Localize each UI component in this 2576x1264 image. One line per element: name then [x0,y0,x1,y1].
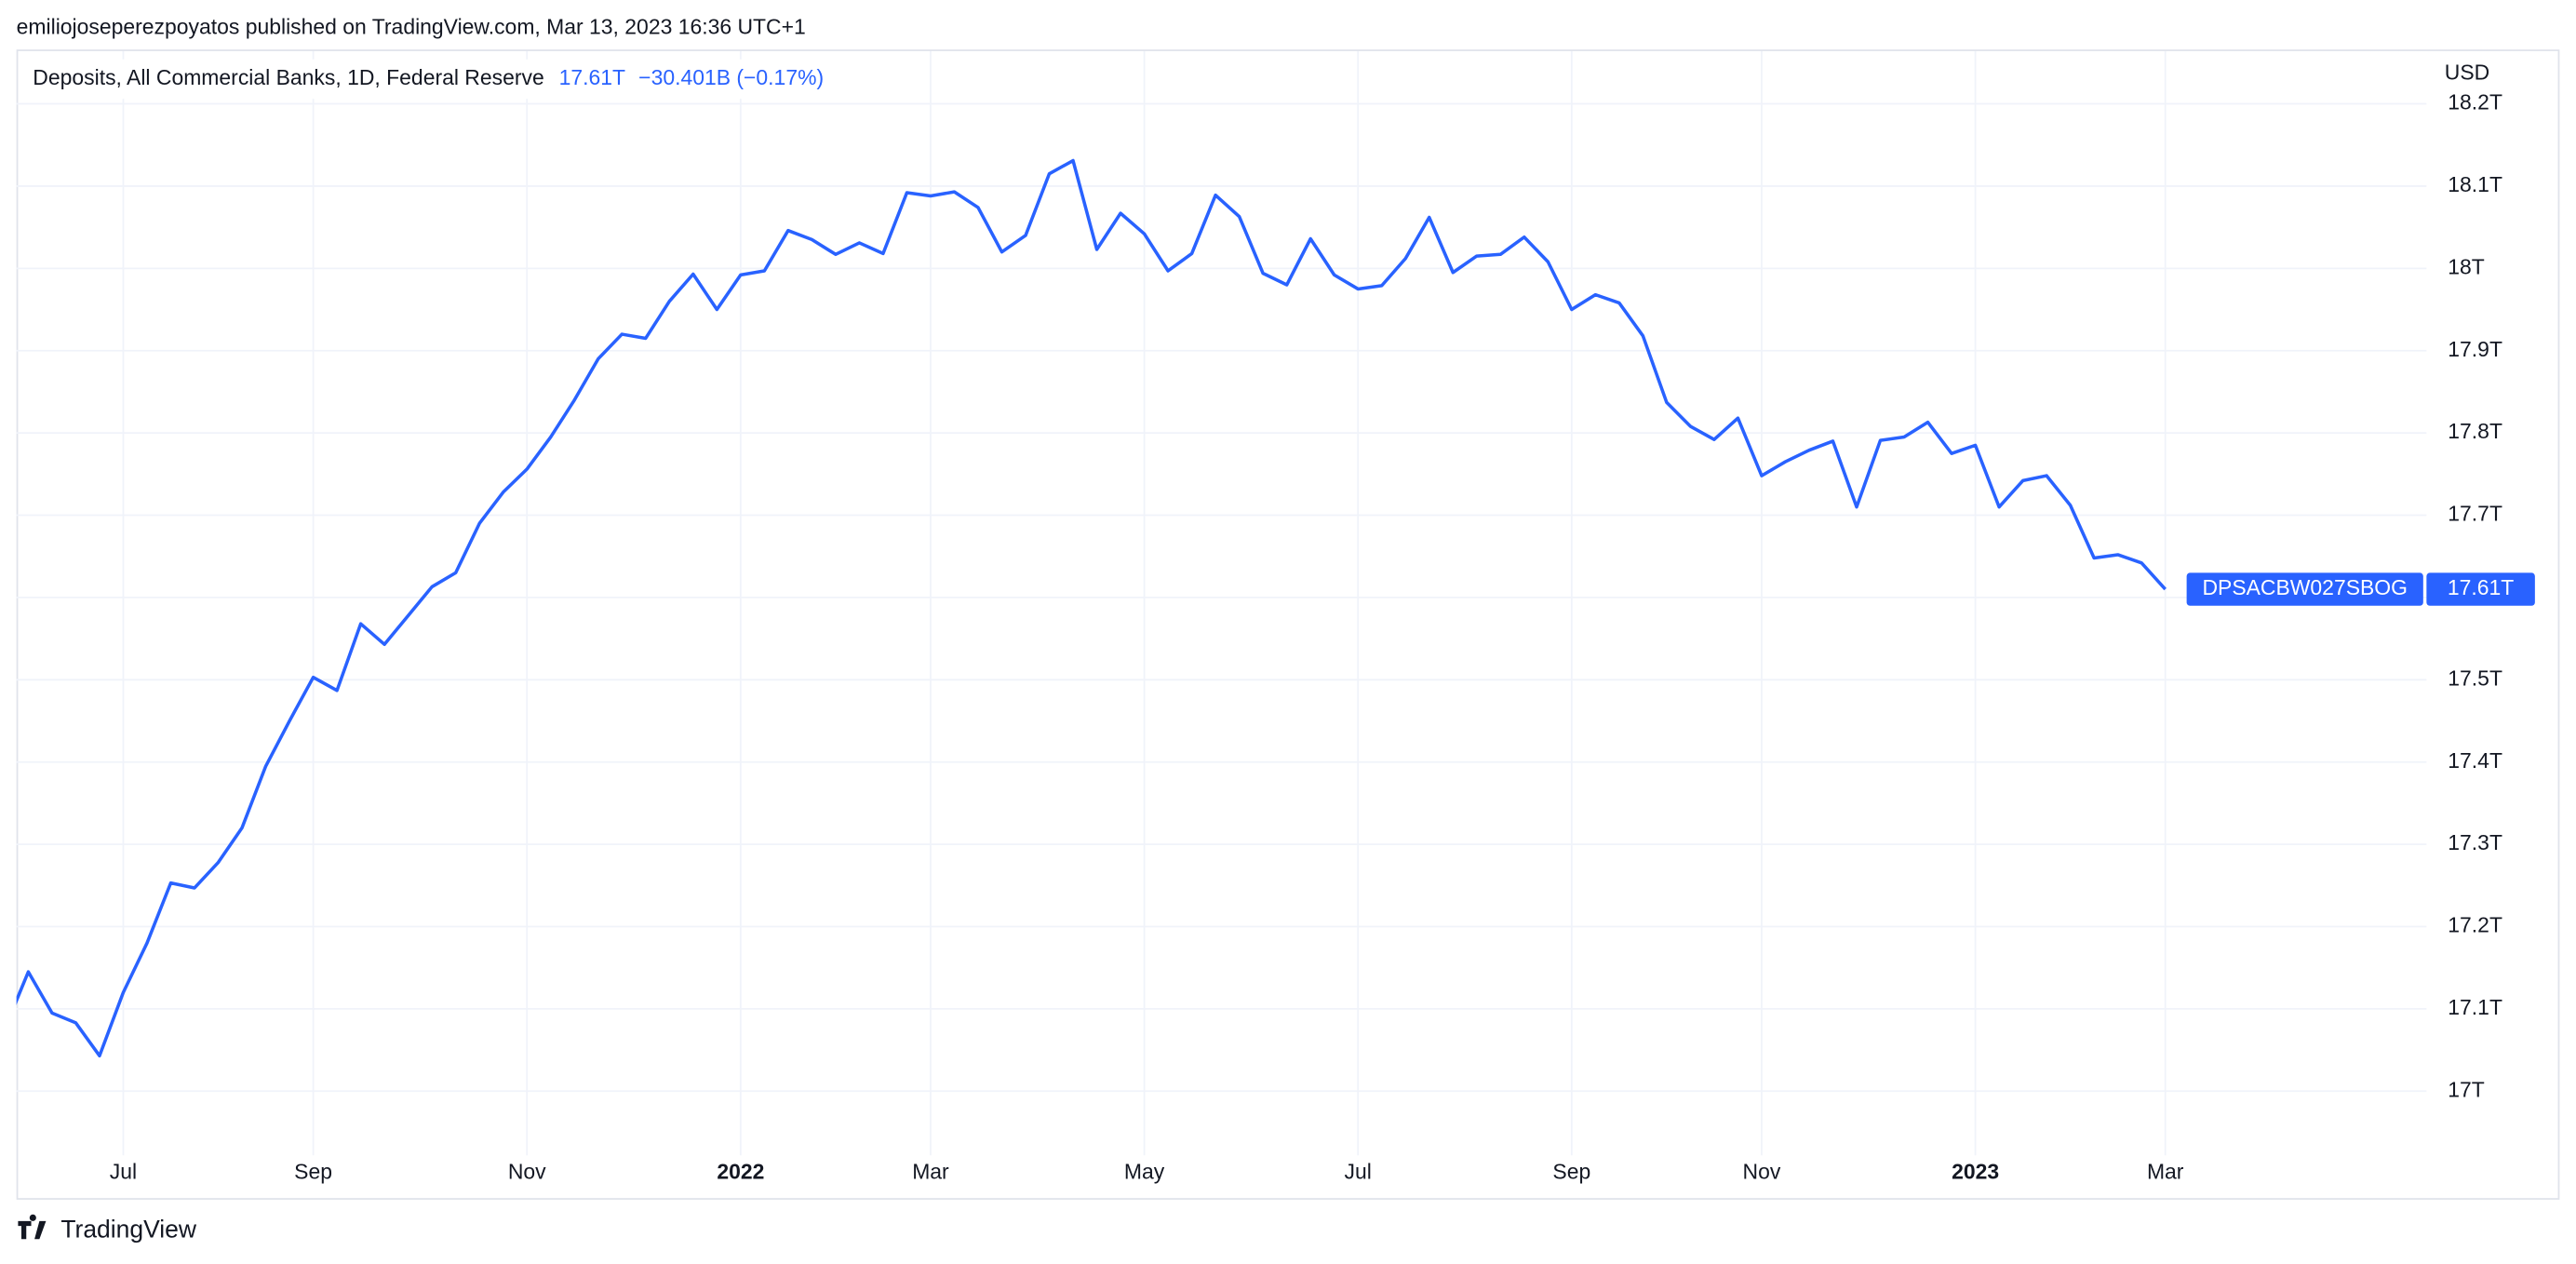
axes: 17T17.1T17.2T17.3T17.4T17.5T17.6T17.7T17… [110,90,2502,1184]
badge-value-bg [2426,572,2535,606]
y-tick-label: 17.9T [2448,337,2502,361]
x-tick-label: Mar [2147,1160,2184,1184]
legend-value: 17.61T [559,65,625,89]
y-tick-label: 17.1T [2448,995,2502,1019]
logo-icon [18,1214,47,1240]
y-tick-label: 18.1T [2448,172,2502,196]
y-tick-label: 17.8T [2448,419,2502,443]
y-tick-label: 18T [2448,254,2485,278]
logo: TradingView [18,1214,197,1243]
grid [16,50,2427,1156]
chart-title: Deposits, All Commercial Banks, 1D, Fede… [33,65,543,89]
x-tick-label: Jul [1345,1160,1372,1184]
x-tick-label: 2023 [1952,1160,1999,1184]
y-tick-label: 17T [2448,1077,2485,1101]
x-tick-label: May [1124,1160,1165,1184]
y-tick-label: 17.3T [2448,830,2502,854]
y-tick-label: 17.5T [2448,666,2502,690]
y-tick-label: 17.4T [2448,748,2502,773]
legend-bg [20,59,891,100]
badge-value: 17.61T [2448,575,2514,599]
y-tick-label: 17.7T [2448,502,2502,526]
x-tick-label: 2022 [717,1160,764,1184]
publisher: emiliojoseperezpoyatos published on Trad… [17,14,806,38]
x-tick-label: Nov [508,1160,546,1184]
series-line [16,158,2167,1058]
x-tick-label: Sep [294,1160,332,1184]
badge-name-bg [2186,572,2423,606]
chart-frame [16,49,2560,1200]
badge-name: DPSACBW027SBOG [2202,575,2408,599]
legend-change: −30.401B (−0.17%) [638,65,824,89]
x-tick-label: Sep [1552,1160,1590,1184]
y-axis-label: USD [2445,61,2489,85]
brand: TradingView [60,1215,197,1243]
x-tick-label: Jul [110,1160,137,1184]
x-tick-label: Mar [912,1160,949,1184]
x-tick-label: Nov [1743,1160,1781,1184]
plot [16,158,2167,1058]
y-tick-label: 17.2T [2448,913,2502,937]
price-badge: DPSACBW027SBOG 17.61T [2186,572,2535,606]
y-tick-label: 18.2T [2448,90,2502,114]
